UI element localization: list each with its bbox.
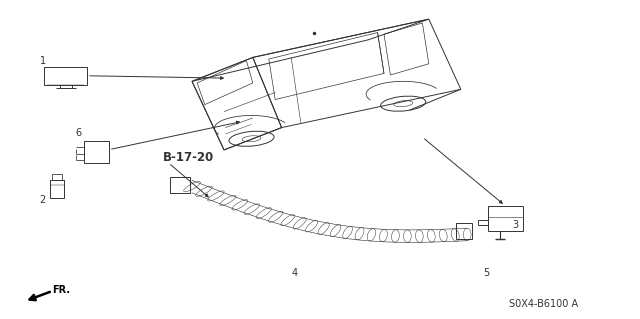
Text: 1: 1: [40, 56, 46, 66]
Text: FR.: FR.: [52, 285, 70, 294]
Text: 3: 3: [512, 220, 518, 230]
Text: 2: 2: [40, 195, 46, 204]
Text: 6: 6: [76, 128, 82, 137]
Text: S0X4-B6100 A: S0X4-B6100 A: [509, 299, 578, 309]
Text: 4: 4: [291, 268, 298, 278]
Text: 5: 5: [483, 268, 490, 278]
Text: B-17-20: B-17-20: [163, 151, 214, 164]
